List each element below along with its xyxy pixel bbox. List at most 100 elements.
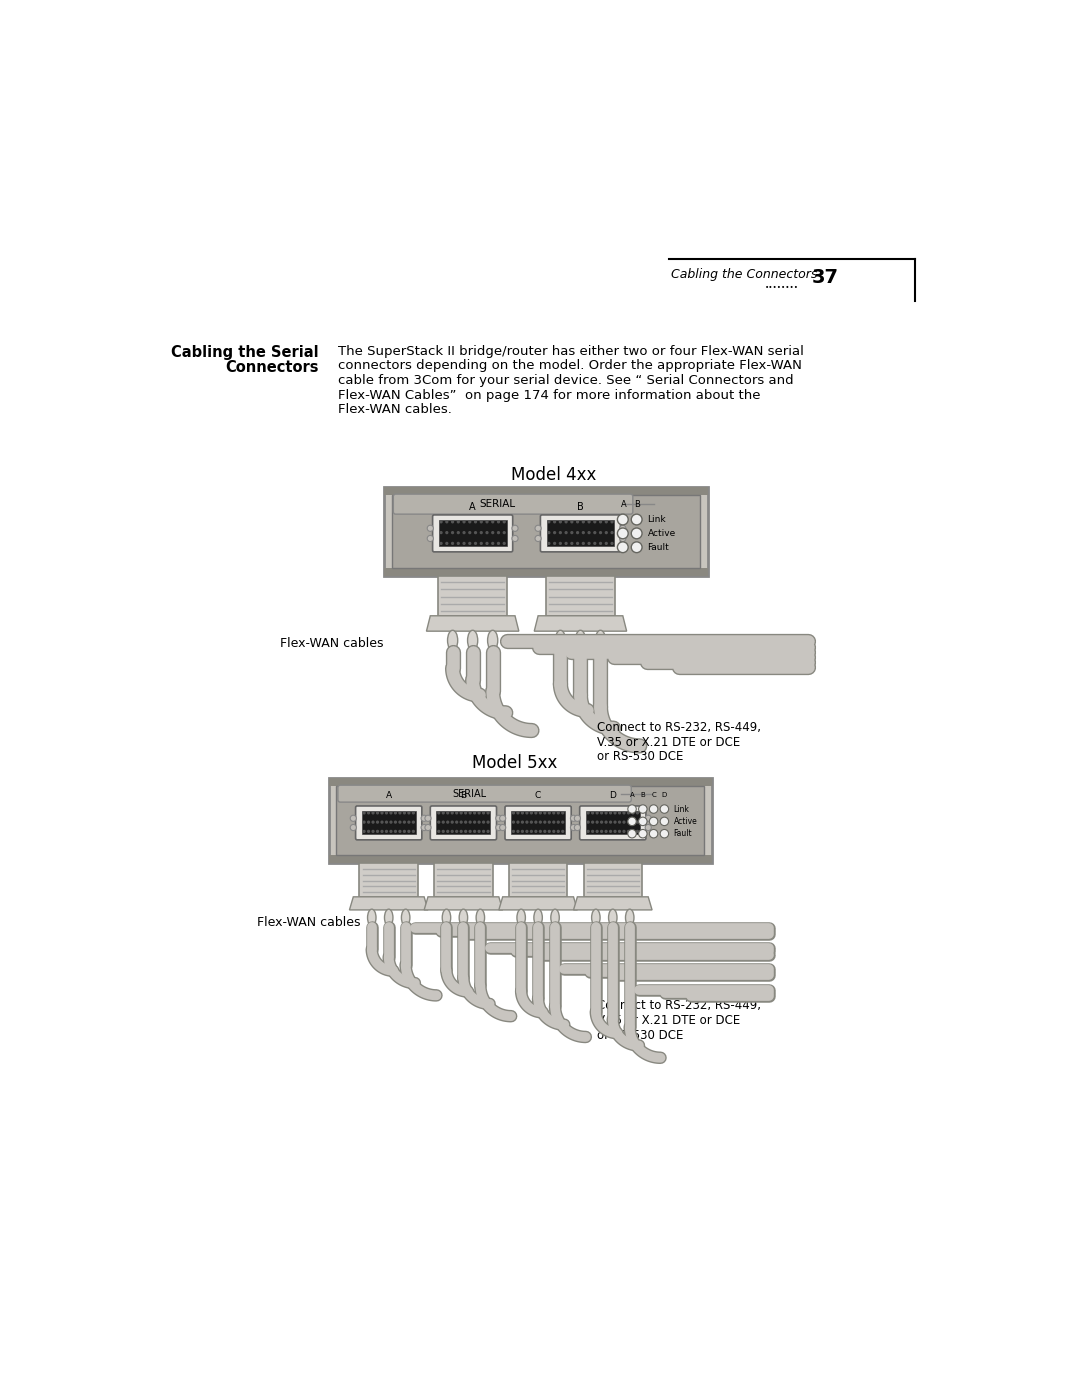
Ellipse shape [402,909,410,926]
Circle shape [577,532,579,534]
Circle shape [535,525,541,531]
Circle shape [592,830,594,833]
Circle shape [596,830,598,833]
Polygon shape [499,897,578,909]
Circle shape [390,830,392,833]
Circle shape [582,532,584,534]
Circle shape [481,542,482,545]
Circle shape [377,812,378,814]
Circle shape [486,542,488,545]
Circle shape [553,821,555,823]
Circle shape [350,816,356,821]
Circle shape [464,812,467,814]
Ellipse shape [487,630,498,651]
Circle shape [503,521,505,522]
Circle shape [443,821,444,823]
Ellipse shape [517,909,525,926]
Polygon shape [535,616,626,631]
Bar [511,810,565,834]
Circle shape [619,830,620,833]
Circle shape [443,830,444,833]
FancyBboxPatch shape [505,806,571,840]
Circle shape [627,805,636,813]
Circle shape [460,812,462,814]
Circle shape [483,821,485,823]
Circle shape [487,830,489,833]
Circle shape [437,821,440,823]
Circle shape [599,532,602,534]
Circle shape [481,521,482,522]
Circle shape [548,532,550,534]
Circle shape [386,812,388,814]
Circle shape [367,812,369,814]
Circle shape [577,521,579,522]
Circle shape [373,821,374,823]
Circle shape [469,830,471,833]
Text: Fault: Fault [674,830,692,838]
Circle shape [478,812,480,814]
Circle shape [539,812,541,814]
Circle shape [592,821,594,823]
Circle shape [390,812,392,814]
Circle shape [404,830,405,833]
Circle shape [457,532,459,534]
Circle shape [437,812,440,814]
Circle shape [600,812,603,814]
Circle shape [623,812,625,814]
Circle shape [469,542,471,545]
Circle shape [399,821,401,823]
Circle shape [463,542,465,545]
Circle shape [363,821,365,823]
Ellipse shape [367,909,376,926]
Text: Fault: Fault [647,543,670,552]
Circle shape [638,830,647,838]
Text: SERIAL: SERIAL [453,789,486,799]
Circle shape [421,824,428,831]
Circle shape [620,535,626,542]
Circle shape [474,521,476,522]
Circle shape [526,821,528,823]
Text: Link: Link [674,805,689,813]
Circle shape [474,532,476,534]
Circle shape [645,824,651,831]
Circle shape [592,812,594,814]
Circle shape [381,812,383,814]
Circle shape [487,821,489,823]
FancyBboxPatch shape [338,785,632,802]
Circle shape [548,542,550,545]
Circle shape [491,532,494,534]
Bar [328,778,712,787]
Circle shape [623,821,625,823]
Circle shape [611,542,613,545]
Circle shape [554,521,555,522]
FancyBboxPatch shape [430,806,497,840]
Circle shape [571,542,572,545]
Circle shape [451,812,454,814]
Circle shape [404,821,405,823]
Circle shape [562,821,564,823]
Ellipse shape [442,909,450,926]
Circle shape [447,812,448,814]
Circle shape [620,525,626,531]
Circle shape [367,821,369,823]
Circle shape [446,542,448,545]
Circle shape [548,521,550,522]
Circle shape [428,525,433,531]
Circle shape [618,514,629,525]
Circle shape [565,532,567,534]
Circle shape [544,830,545,833]
Circle shape [446,532,448,534]
Text: Connect to RS-232, RS-449,
V.35 or X.21 DTE or DCE
or RS-530 DCE: Connect to RS-232, RS-449, V.35 or X.21 … [596,721,760,764]
Circle shape [600,830,603,833]
Text: cable from 3Com for your serial device. See “ Serial Connectors and: cable from 3Com for your serial device. … [338,374,794,387]
Circle shape [615,830,616,833]
Circle shape [367,830,369,833]
Circle shape [588,812,589,814]
Circle shape [588,830,589,833]
Circle shape [530,830,532,833]
Text: B: B [577,502,584,511]
Text: Flex-WAN cables.: Flex-WAN cables. [338,404,451,416]
Circle shape [460,830,462,833]
Circle shape [530,821,532,823]
Circle shape [549,830,550,833]
